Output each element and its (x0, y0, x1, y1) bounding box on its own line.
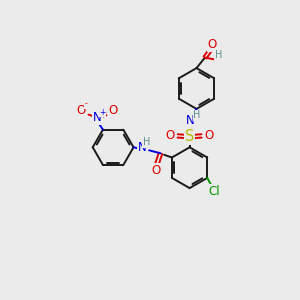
Text: H: H (215, 50, 222, 60)
Text: O: O (151, 164, 160, 177)
Text: Cl: Cl (208, 185, 220, 198)
Text: O: O (165, 129, 174, 142)
Text: N: N (185, 114, 194, 128)
Text: O: O (109, 104, 118, 117)
Text: O: O (208, 38, 217, 51)
Text: O: O (205, 129, 214, 142)
Text: N: N (138, 141, 147, 154)
Text: S: S (185, 129, 194, 144)
Text: -: - (85, 99, 88, 108)
Text: H: H (194, 110, 201, 121)
Text: N: N (93, 111, 102, 124)
Text: +: + (99, 108, 106, 117)
Text: O: O (76, 104, 86, 117)
Text: H: H (143, 137, 150, 147)
